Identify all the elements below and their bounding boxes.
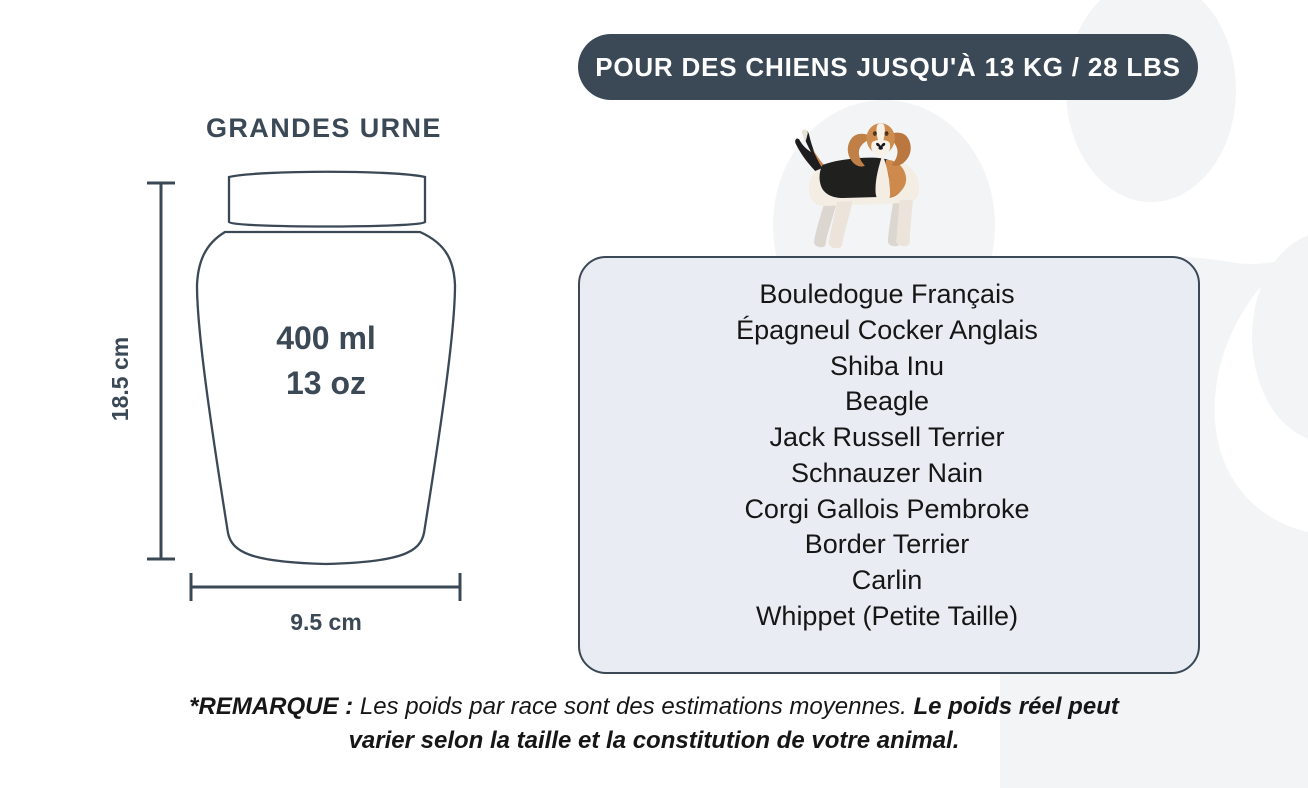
svg-text:9.5 cm: 9.5 cm [290, 609, 362, 635]
svg-text:400 ml: 400 ml [276, 320, 376, 356]
svg-text:13 oz: 13 oz [286, 365, 366, 401]
svg-text:18.5 cm: 18.5 cm [107, 337, 133, 421]
